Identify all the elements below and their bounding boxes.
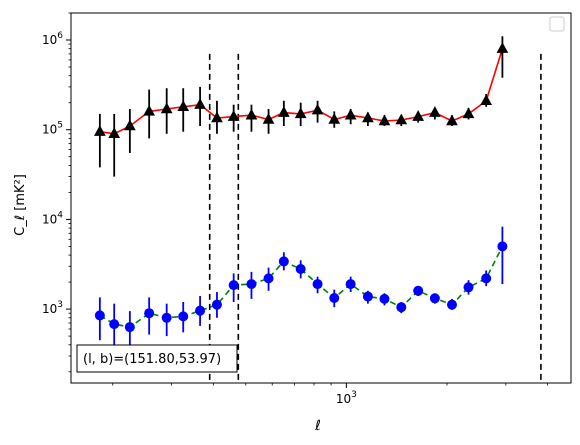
data-point-triangle <box>277 106 290 117</box>
y-axis-label: C_ℓ [mK²] <box>13 174 28 236</box>
series-1 <box>94 36 509 177</box>
y-tick-label: 103 <box>42 300 63 316</box>
data-point-triangle <box>328 112 341 124</box>
data-point-circle <box>109 319 120 330</box>
data-point-circle <box>362 291 373 302</box>
data-point-circle <box>497 241 508 252</box>
data-point-circle <box>228 280 239 291</box>
annotation-box: (l, b)=(151.80,53.97) <box>76 344 238 373</box>
data-point-triangle <box>262 112 275 124</box>
data-point-triangle <box>362 111 374 123</box>
series-layer <box>94 36 509 350</box>
data-point-circle <box>345 279 356 290</box>
data-point-triangle <box>311 103 324 115</box>
x-axis-label: ℓ <box>314 418 321 434</box>
data-point-circle <box>246 279 257 290</box>
annotation-text: (l, b)=(151.80,53.97) <box>83 352 221 367</box>
x-tick-label: 103 <box>336 390 357 406</box>
series-2 <box>94 226 508 350</box>
data-point-triangle <box>245 108 258 120</box>
y-tick-label: 105 <box>42 121 63 137</box>
data-point-triangle <box>344 108 357 120</box>
data-point-circle <box>144 308 155 319</box>
data-point-triangle <box>462 107 475 119</box>
data-point-circle <box>429 293 440 304</box>
data-point-triangle <box>496 42 509 53</box>
data-point-triangle <box>395 113 408 125</box>
data-point-circle <box>161 312 172 323</box>
data-point-triangle <box>378 114 391 126</box>
series-line <box>99 246 504 328</box>
data-point-triangle <box>294 107 307 119</box>
y-tick-label: 106 <box>42 31 63 47</box>
legend-box <box>549 16 565 32</box>
data-point-triangle <box>211 111 223 123</box>
data-point-circle <box>481 273 492 284</box>
data-point-circle <box>446 299 457 310</box>
data-point-circle <box>413 285 424 296</box>
data-point-circle <box>124 322 135 333</box>
data-point-circle <box>94 310 105 321</box>
data-point-circle <box>195 305 206 316</box>
data-point-circle <box>295 263 306 274</box>
data-point-circle <box>263 273 274 284</box>
vertical-reference-lines <box>208 53 542 383</box>
data-point-triangle <box>412 110 425 121</box>
data-point-triangle <box>160 102 173 114</box>
data-point-triangle <box>143 104 156 116</box>
data-point-triangle <box>177 100 190 112</box>
data-point-circle <box>329 292 340 303</box>
data-point-triangle <box>124 119 136 131</box>
data-point-triangle <box>94 125 106 136</box>
data-point-triangle <box>480 94 493 106</box>
data-point-triangle <box>446 114 458 126</box>
data-point-triangle <box>194 98 206 109</box>
data-point-circle <box>278 256 289 267</box>
data-point-triangle <box>227 110 240 121</box>
data-point-circle <box>178 311 189 322</box>
data-point-triangle <box>108 127 121 139</box>
data-point-triangle <box>429 106 441 117</box>
data-point-circle <box>312 279 323 290</box>
plot-frame <box>70 12 572 384</box>
y-tick-label: 104 <box>42 210 63 226</box>
data-point-circle <box>211 299 222 310</box>
data-point-circle <box>463 282 474 293</box>
data-point-circle <box>379 293 390 304</box>
data-point-circle <box>396 302 407 313</box>
